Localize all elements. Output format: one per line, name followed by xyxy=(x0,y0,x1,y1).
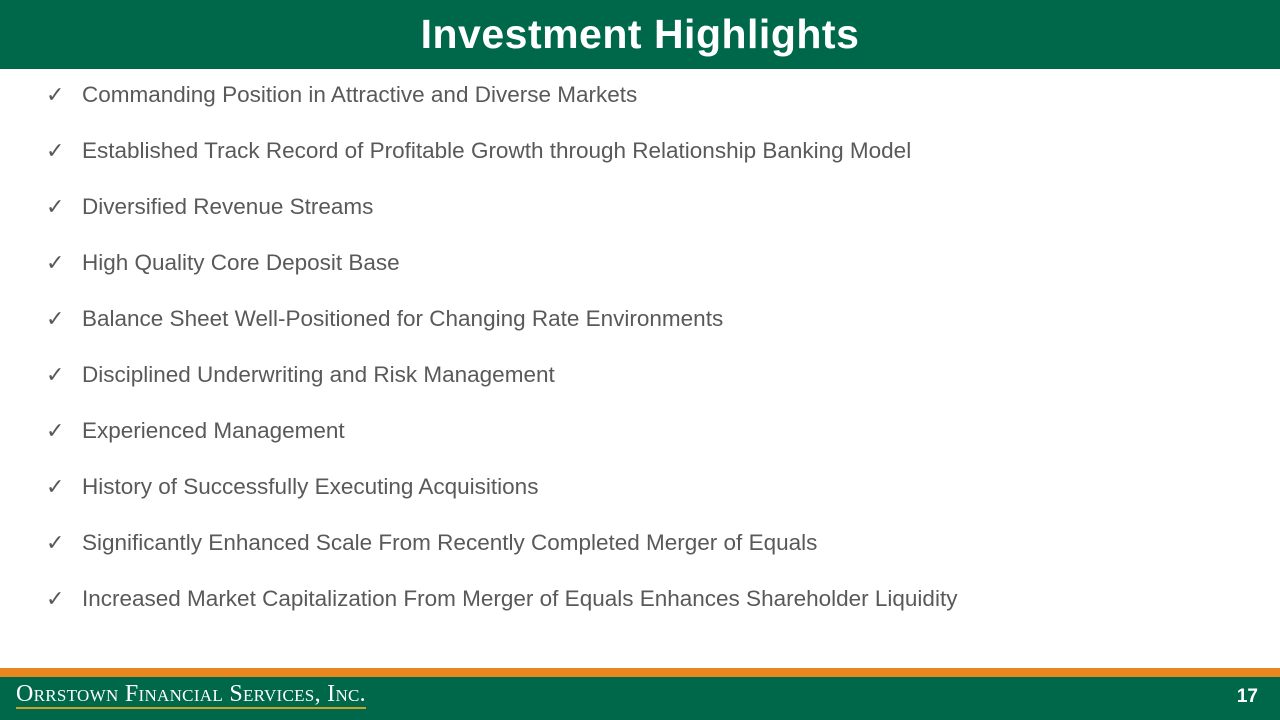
list-item: ✓ Disciplined Underwriting and Risk Mana… xyxy=(46,362,1246,420)
company-logo: Orrstown Financial Services, Inc. xyxy=(16,681,366,709)
list-item-label: High Quality Core Deposit Base xyxy=(82,250,400,275)
list-item-label: Experienced Management xyxy=(82,418,345,443)
check-icon: ✓ xyxy=(46,307,65,332)
check-icon: ✓ xyxy=(46,195,65,220)
list-item-label: Disciplined Underwriting and Risk Manage… xyxy=(82,362,555,387)
list-item: ✓ Commanding Position in Attractive and … xyxy=(46,82,1246,140)
slide-header: Investment Highlights xyxy=(0,0,1280,69)
list-item-label: Balance Sheet Well-Positioned for Changi… xyxy=(82,306,724,331)
slide-body: ✓ Commanding Position in Attractive and … xyxy=(0,69,1280,668)
list-item-label: Significantly Enhanced Scale From Recent… xyxy=(82,530,818,555)
page-title: Investment Highlights xyxy=(420,11,860,57)
check-icon: ✓ xyxy=(46,475,65,500)
page-number: 17 xyxy=(1236,686,1258,707)
list-item: ✓ Diversified Revenue Streams xyxy=(46,194,1246,252)
list-item: ✓ History of Successfully Executing Acqu… xyxy=(46,474,1246,532)
list-item: ✓ Experienced Management xyxy=(46,418,1246,476)
accent-divider xyxy=(0,668,1280,677)
check-icon: ✓ xyxy=(46,363,65,388)
slide-footer: Orrstown Financial Services, Inc. 17 xyxy=(0,677,1280,720)
check-icon: ✓ xyxy=(46,531,65,556)
list-item-label: Established Track Record of Profitable G… xyxy=(82,138,912,163)
check-icon: ✓ xyxy=(46,83,65,108)
list-item-label: Increased Market Capitalization From Mer… xyxy=(82,586,958,611)
highlights-list: ✓ Commanding Position in Attractive and … xyxy=(46,82,1246,644)
check-icon: ✓ xyxy=(46,587,65,612)
list-item-label: History of Successfully Executing Acquis… xyxy=(82,474,539,499)
list-item: ✓ Increased Market Capitalization From M… xyxy=(46,586,1246,644)
list-item-label: Diversified Revenue Streams xyxy=(82,194,374,219)
list-item: ✓ Significantly Enhanced Scale From Rece… xyxy=(46,530,1246,588)
list-item: ✓ Established Track Record of Profitable… xyxy=(46,138,1246,196)
list-item-label: Commanding Position in Attractive and Di… xyxy=(82,82,638,107)
check-icon: ✓ xyxy=(46,251,65,276)
list-item: ✓ Balance Sheet Well-Positioned for Chan… xyxy=(46,306,1246,364)
check-icon: ✓ xyxy=(46,419,65,444)
check-icon: ✓ xyxy=(46,139,65,164)
list-item: ✓ High Quality Core Deposit Base xyxy=(46,250,1246,308)
